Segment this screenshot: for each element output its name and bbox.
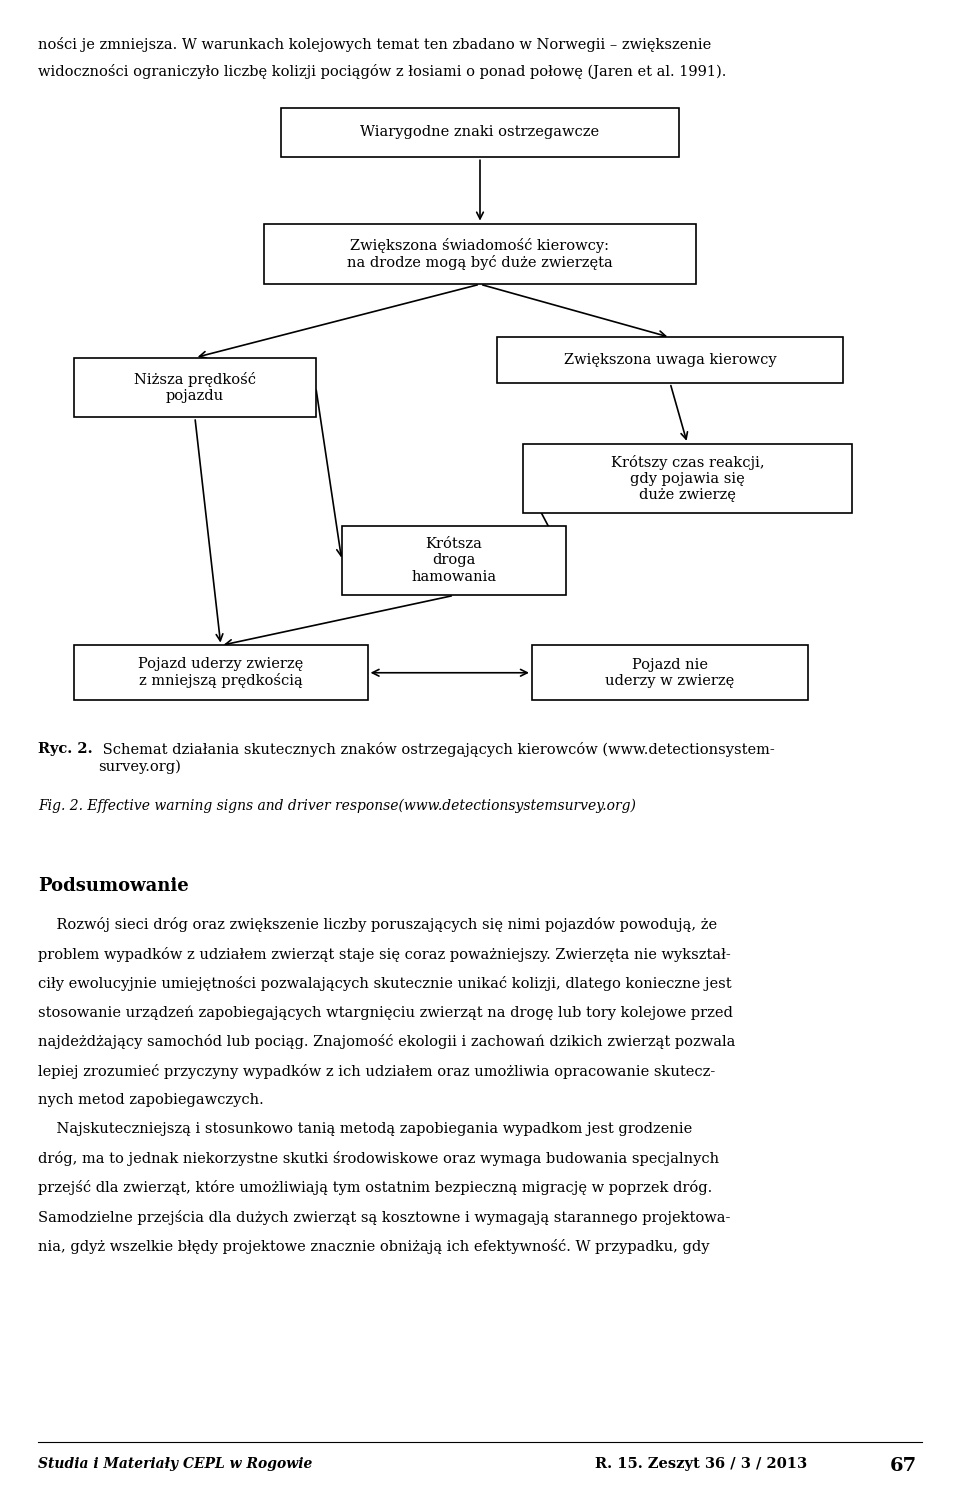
Text: Rozwój sieci dróg oraz zwiększenie liczby poruszających się nimi pojazdów powodu: Rozwój sieci dróg oraz zwiększenie liczb… [38,917,717,932]
Text: problem wypadków z udziałem zwierząt staje się coraz poważniejszy. Zwierzęta nie: problem wypadków z udziałem zwierząt sta… [38,947,732,962]
Text: nia, gdyż wszelkie błędy projektowe znacznie obniżają ich efektywność. W przypad: nia, gdyż wszelkie błędy projektowe znac… [38,1238,709,1255]
Text: Wiarygodne znaki ostrzegawcze: Wiarygodne znaki ostrzegawcze [360,126,600,139]
Text: przejść dla zwierząt, które umożliwiają tym ostatnim bezpieczną migrację w poprz: przejść dla zwierząt, które umożliwiają … [38,1181,712,1196]
FancyBboxPatch shape [281,108,679,157]
Text: Podsumowanie: Podsumowanie [38,877,189,895]
Text: Fig. 2. Effective warning signs and driver response(www.detectionsystemsurvey.or: Fig. 2. Effective warning signs and driv… [38,799,636,814]
FancyBboxPatch shape [264,223,696,285]
Text: Samodzielne przejścia dla dużych zwierząt są kosztowne i wymagają starannego pro: Samodzielne przejścia dla dużych zwierzą… [38,1210,731,1225]
Text: 67: 67 [890,1457,917,1475]
Text: Pojazd nie
uderzy w zwierzę: Pojazd nie uderzy w zwierzę [606,658,734,688]
Text: widoczności ograniczyło liczbę kolizji pociągów z łosiami o ponad połowę (Jaren : widoczności ograniczyło liczbę kolizji p… [38,64,727,79]
FancyBboxPatch shape [342,526,566,595]
Text: ności je zmniejsza. W warunkach kolejowych temat ten zbadano w Norwegii – zwięks: ności je zmniejsza. W warunkach kolejowy… [38,37,711,52]
Text: Krótsza
droga
hamowania: Krótsza droga hamowania [412,537,496,583]
Text: dróg, ma to jednak niekorzystne skutki środowiskowe oraz wymaga budowania specja: dróg, ma to jednak niekorzystne skutki ś… [38,1151,720,1166]
Text: Pojazd uderzy zwierzę
z mniejszą prędkością: Pojazd uderzy zwierzę z mniejszą prędkoś… [138,657,303,688]
Text: ciły ewolucyjnie umiejętności pozwalających skutecznie unikać kolizji, dlatego k: ciły ewolucyjnie umiejętności pozwalając… [38,976,732,991]
Text: najdeżdżający samochód lub pociąg. Znajomość ekologii i zachowań dzikich zwierzą: najdeżdżający samochód lub pociąg. Znajo… [38,1034,735,1049]
Text: Schemat działania skutecznych znaków ostrzegających kierowców (www.detectionsyst: Schemat działania skutecznych znaków ost… [98,742,775,773]
Text: Ryc. 2.: Ryc. 2. [38,742,93,755]
FancyBboxPatch shape [532,646,808,700]
Text: Niższa prędkość
pojazdu: Niższa prędkość pojazdu [133,372,256,403]
Text: Krótszy czas reakcji,
gdy pojawia się
duże zwierzę: Krótszy czas reakcji, gdy pojawia się du… [611,454,764,502]
Text: R. 15. Zeszyt 36 / 3 / 2013: R. 15. Zeszyt 36 / 3 / 2013 [595,1457,807,1471]
Text: Zwiększona świadomość kierowcy:
na drodze mogą być duże zwierzęta: Zwiększona świadomość kierowcy: na drodz… [348,238,612,270]
Text: Najskuteczniejszą i stosunkowo tanią metodą zapobiegania wypadkom jest grodzenie: Najskuteczniejszą i stosunkowo tanią met… [38,1121,693,1136]
FancyBboxPatch shape [74,646,368,700]
FancyBboxPatch shape [497,337,843,382]
Text: lepiej zrozumieć przyczyny wypadków z ich udziałem oraz umożliwia opracowanie sk: lepiej zrozumieć przyczyny wypadków z ic… [38,1064,715,1079]
FancyBboxPatch shape [74,358,316,417]
Text: nych metod zapobiegawczych.: nych metod zapobiegawczych. [38,1093,264,1106]
Text: stosowanie urządzeń zapobiegających wtargnięciu zwierząt na drogę lub tory kolej: stosowanie urządzeń zapobiegających wtar… [38,1006,733,1019]
Text: Studia i Materiały CEPL w Rogowie: Studia i Materiały CEPL w Rogowie [38,1457,313,1471]
FancyBboxPatch shape [523,444,852,513]
Text: Zwiększona uwaga kierowcy: Zwiększona uwaga kierowcy [564,354,777,367]
